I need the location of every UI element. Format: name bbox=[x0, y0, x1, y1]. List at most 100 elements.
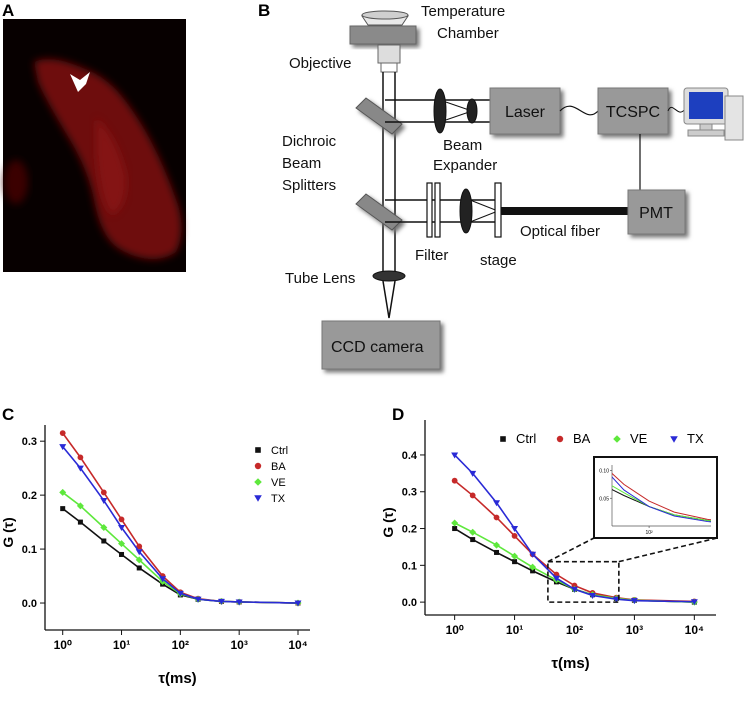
legend-label: BA bbox=[271, 461, 286, 473]
data-point bbox=[530, 568, 536, 574]
y-axis-label: G (τ) bbox=[0, 517, 16, 547]
diagram-label: Tube Lens bbox=[285, 270, 355, 287]
data-point bbox=[613, 435, 621, 443]
data-point bbox=[135, 556, 143, 564]
y-tick-label: 0.0 bbox=[22, 598, 37, 610]
x-axis-label: τ(ms) bbox=[551, 655, 589, 672]
data-point bbox=[194, 596, 202, 603]
diagram-label: Beam bbox=[443, 137, 482, 154]
series-line bbox=[62, 491, 299, 604]
inset-series-line bbox=[612, 488, 711, 522]
inset-frame bbox=[593, 456, 718, 539]
diagram-label: TCSPC bbox=[606, 104, 660, 121]
data-point bbox=[176, 590, 184, 597]
data-point bbox=[100, 498, 108, 505]
panel-label: C bbox=[2, 405, 14, 424]
data-point bbox=[159, 576, 167, 583]
panel-label: B bbox=[258, 1, 270, 20]
y-tick-label: 0.2 bbox=[22, 490, 37, 502]
data-point bbox=[235, 599, 243, 606]
data-point bbox=[589, 593, 597, 599]
diagram-label: PMT bbox=[639, 205, 673, 222]
y-tick-label: 0.3 bbox=[22, 436, 37, 448]
data-point bbox=[254, 478, 262, 486]
data-point bbox=[100, 489, 107, 496]
data-point bbox=[119, 551, 125, 557]
diagram-label: Temperature bbox=[421, 3, 505, 20]
diagram-label: Laser bbox=[505, 104, 546, 121]
data-point bbox=[493, 541, 501, 549]
data-point bbox=[511, 552, 519, 560]
y-tick-label: 0.1 bbox=[402, 560, 417, 572]
data-point bbox=[118, 516, 125, 523]
data-point bbox=[135, 549, 143, 556]
data-point bbox=[470, 537, 476, 543]
data-point bbox=[511, 526, 519, 533]
inset-tick-label: 10² bbox=[645, 530, 653, 536]
data-point bbox=[77, 519, 83, 525]
diagram-label: Filter bbox=[415, 247, 448, 264]
data-point bbox=[76, 465, 84, 472]
x-tick-label: 10² bbox=[566, 623, 583, 637]
diagram-label: Expander bbox=[433, 157, 497, 174]
data-point bbox=[500, 436, 506, 442]
y-axis-label: G (τ) bbox=[380, 507, 396, 537]
data-point bbox=[570, 586, 578, 593]
data-point bbox=[469, 492, 476, 499]
y-tick-label: 0.2 bbox=[402, 524, 417, 536]
diagram-label: Optical fiber bbox=[520, 223, 600, 240]
diagram-label: CCD camera bbox=[331, 339, 424, 356]
inset-series-line bbox=[612, 476, 711, 523]
data-point bbox=[136, 565, 142, 571]
data-point bbox=[118, 525, 126, 531]
data-point bbox=[451, 519, 459, 527]
data-point bbox=[59, 444, 67, 451]
data-point bbox=[451, 452, 459, 459]
data-point bbox=[254, 495, 262, 502]
legend-label: Ctrl bbox=[516, 431, 536, 446]
y-tick-label: 0.4 bbox=[402, 450, 418, 462]
data-point bbox=[512, 559, 518, 565]
data-point bbox=[60, 506, 66, 512]
data-point bbox=[552, 575, 560, 582]
x-tick-label: 10⁰ bbox=[54, 638, 72, 652]
data-point bbox=[77, 454, 84, 461]
y-tick-label: 0.3 bbox=[402, 487, 417, 499]
series-line bbox=[62, 446, 299, 604]
inset-tick-label: 0.10 bbox=[599, 469, 609, 475]
legend-label: BA bbox=[573, 431, 591, 446]
inset-tick-label: 0.05 bbox=[599, 496, 609, 502]
diagram-label: Splitters bbox=[282, 177, 336, 194]
legend-label: TX bbox=[687, 431, 704, 446]
diagram-label: Objective bbox=[289, 55, 352, 72]
x-tick-label: 10¹ bbox=[113, 638, 130, 652]
y-tick-label: 0.0 bbox=[402, 597, 417, 609]
panel-label: A bbox=[2, 1, 14, 20]
data-point bbox=[511, 532, 518, 539]
x-tick-label: 10⁴ bbox=[288, 638, 307, 652]
x-tick-label: 10¹ bbox=[506, 623, 523, 637]
inset-series-line bbox=[612, 485, 711, 522]
data-point bbox=[255, 447, 261, 453]
data-point bbox=[529, 551, 537, 558]
data-point bbox=[493, 514, 500, 521]
x-tick-label: 10⁴ bbox=[685, 623, 704, 637]
data-point bbox=[630, 598, 638, 605]
zoom-connector bbox=[547, 537, 595, 563]
data-point bbox=[100, 524, 108, 531]
legend-label: Ctrl bbox=[271, 445, 288, 457]
data-point bbox=[451, 477, 458, 484]
diagram-label: Dichroic bbox=[282, 133, 337, 150]
data-point bbox=[469, 528, 477, 536]
data-point bbox=[469, 470, 477, 477]
data-point bbox=[493, 500, 501, 507]
data-point bbox=[254, 462, 262, 470]
x-tick-label: 10⁰ bbox=[446, 623, 464, 637]
setup-diagram bbox=[321, 10, 744, 370]
data-point bbox=[529, 563, 537, 571]
data-point bbox=[294, 600, 302, 607]
series-line bbox=[62, 432, 299, 604]
data-point bbox=[556, 435, 564, 443]
x-tick-label: 10³ bbox=[626, 623, 643, 637]
y-tick-label: 0.1 bbox=[22, 544, 37, 556]
